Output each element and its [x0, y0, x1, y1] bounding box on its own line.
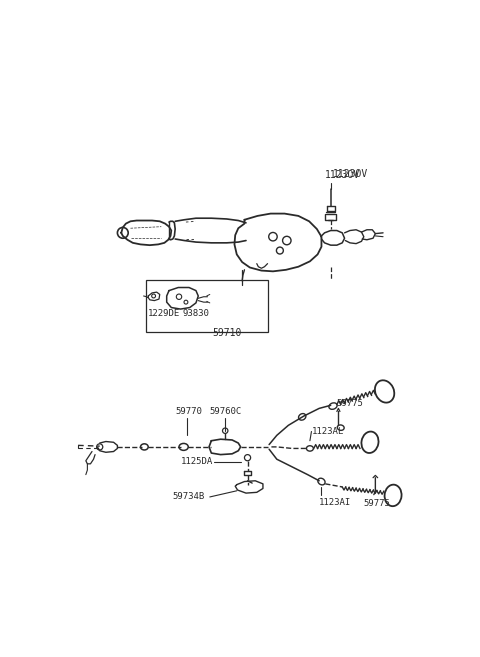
Text: 1123OV: 1123OV: [325, 170, 360, 180]
Bar: [146, 280, 267, 332]
Text: 59775: 59775: [364, 499, 391, 509]
Text: 1123OV: 1123OV: [333, 169, 368, 179]
Text: 1125DA: 1125DA: [180, 457, 213, 466]
Text: 1123AL: 1123AL: [312, 427, 344, 436]
Text: 59760C: 59760C: [209, 407, 241, 416]
Text: 59770: 59770: [175, 407, 202, 416]
Text: 59710: 59710: [212, 328, 241, 338]
Text: 1123AI: 1123AI: [319, 498, 351, 507]
Text: 59775: 59775: [337, 399, 364, 408]
Text: 93830: 93830: [182, 309, 209, 318]
Text: 59734B: 59734B: [173, 493, 205, 501]
Text: 1229DE: 1229DE: [148, 309, 180, 318]
